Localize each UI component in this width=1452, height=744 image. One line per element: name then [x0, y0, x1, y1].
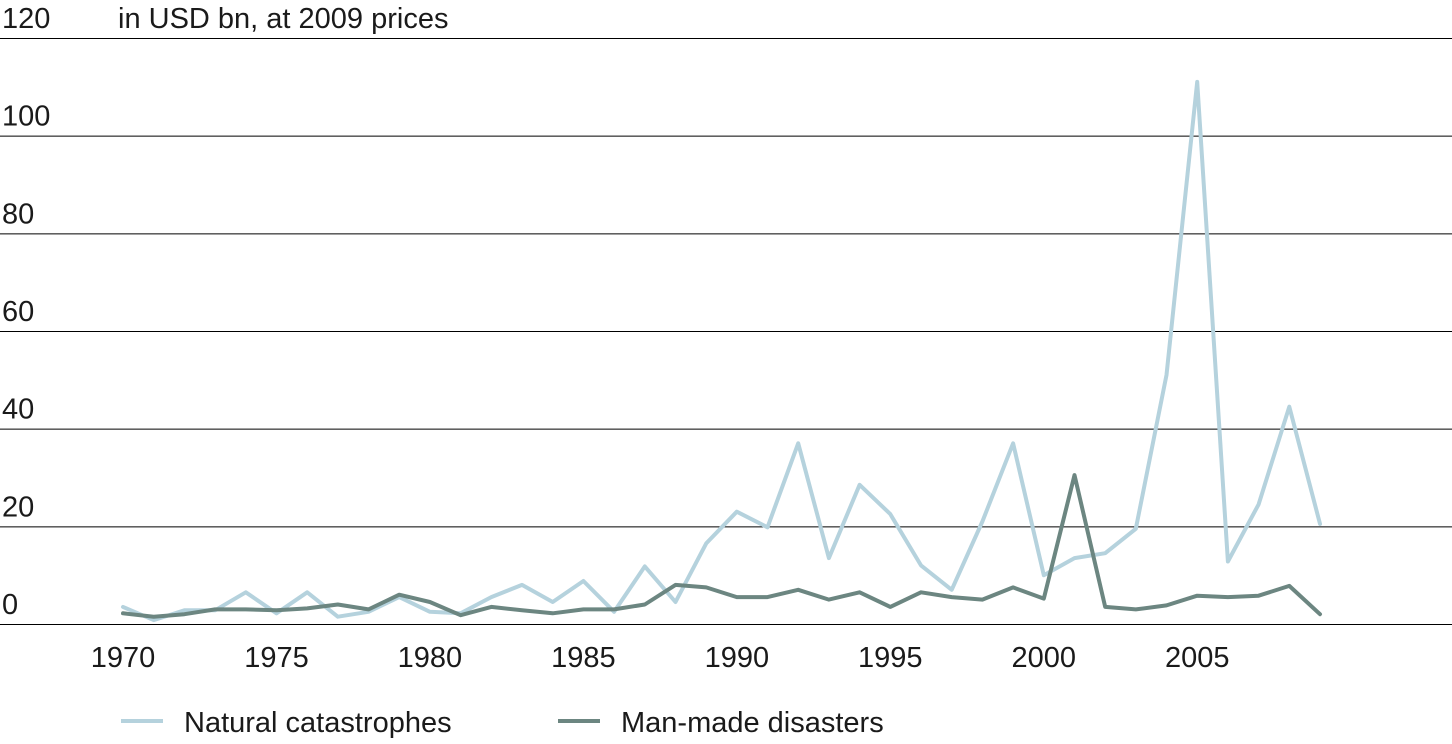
y-tick-label: 40 — [2, 394, 34, 426]
x-tick-label: 1995 — [858, 642, 923, 674]
legend: Natural catastrophes Man-made disasters — [121, 707, 884, 739]
series-line-natural-catastrophes — [121, 79, 1322, 623]
legend-label-man-made-disasters: Man-made disasters — [621, 707, 884, 739]
x-tick-label: 1990 — [705, 642, 770, 674]
series-lines — [121, 79, 1322, 623]
x-tick-label: 1980 — [398, 642, 463, 674]
x-tick-label: 1970 — [91, 642, 156, 674]
y-axis-ticks: 0 20 40 60 80 100 120 — [2, 3, 50, 621]
y-tick-label: 100 — [2, 101, 50, 133]
y-tick-label: 80 — [2, 198, 34, 230]
x-tick-label: 1985 — [551, 642, 616, 674]
x-tick-label: 2000 — [1012, 642, 1077, 674]
y-tick-label: 60 — [2, 296, 34, 328]
y-axis-unit-label: in USD bn, at 2009 prices — [118, 3, 448, 35]
legend-label-natural-catastrophes: Natural catastrophes — [184, 707, 452, 739]
series-line-man-made-disasters — [121, 473, 1322, 619]
y-tick-label: 0 — [2, 589, 18, 621]
x-tick-label: 1975 — [244, 642, 309, 674]
y-tick-label: 120 — [2, 3, 50, 35]
grid-lines — [0, 38, 1452, 625]
x-axis-ticks: 1970 1975 1980 1985 1990 1995 2000 2005 — [91, 642, 1230, 674]
y-tick-label: 20 — [2, 491, 34, 523]
x-tick-label: 2005 — [1165, 642, 1230, 674]
